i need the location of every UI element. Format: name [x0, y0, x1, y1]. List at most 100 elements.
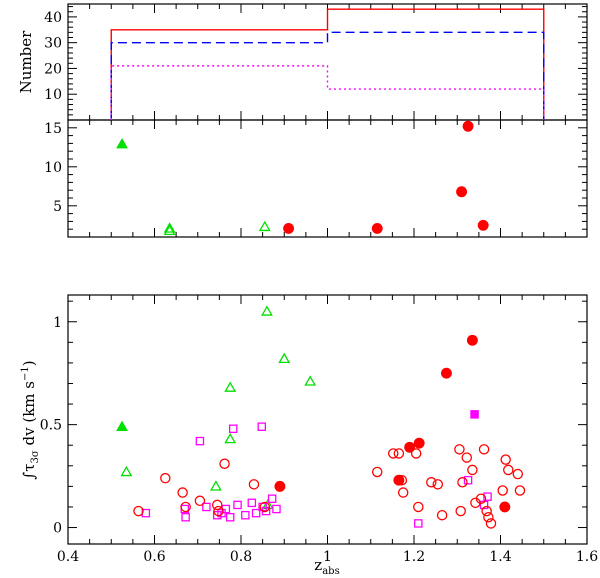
data-point-circle [426, 477, 437, 488]
histogram-series-total [110, 8, 545, 120]
data-point-circle [371, 466, 383, 478]
data-point-square [241, 510, 250, 520]
data-point-circle [478, 444, 490, 455]
data-point-circle [213, 505, 224, 517]
top-y-axis-label: Number [17, 30, 35, 93]
data-point-circle [503, 464, 514, 476]
data-point-square [479, 500, 489, 510]
data-point-circle [477, 219, 489, 231]
y-tick-label: 1 [53, 315, 62, 331]
data-point-square [470, 410, 479, 419]
data-point-circle [133, 505, 144, 517]
data-point-circle [483, 511, 494, 523]
data-point-circle [485, 518, 497, 529]
y-tick-label: 15 [44, 121, 62, 137]
data-point-triangle [209, 480, 222, 491]
data-point-circle [462, 120, 474, 132]
data-point-circle [393, 474, 405, 486]
x-tick-label: 0.6 [143, 549, 165, 565]
y-label-integral: ∫τ [20, 463, 38, 479]
ticks-layer [67, 4, 588, 544]
data-point-triangle [120, 465, 133, 477]
data-point-circle [500, 454, 511, 465]
histogram-layer [110, 8, 545, 120]
data-point-triangle [224, 432, 237, 444]
y-tick-label: 20 [44, 61, 62, 77]
data-point-circle [283, 222, 295, 234]
data-point-triangle [261, 498, 274, 510]
data-point-circle [387, 448, 399, 459]
data-point-circle [219, 458, 230, 469]
x-axis-label: zabs [314, 556, 339, 577]
bottom-points-layer [116, 305, 526, 529]
data-point-circle [514, 485, 526, 496]
data-point-circle [497, 485, 508, 496]
x-tick-label: 1.4 [489, 549, 511, 565]
y-tick-label: 10 [44, 87, 62, 103]
data-point-circle [454, 444, 465, 455]
data-point-circle [461, 452, 473, 463]
data-point-triangle [163, 222, 176, 233]
y-tick-label: 0.5 [40, 418, 62, 434]
y-tick-label: 40 [44, 10, 62, 26]
data-point-square [267, 494, 277, 503]
y-tick-label: 30 [44, 36, 62, 52]
tick-labels-layer: 10 20 30 40 5 10 15 0 0.5 1 0.4 0.6 0.8 1 1.2 1.4 1.6 [40, 10, 598, 565]
data-point-circle [410, 448, 422, 459]
data-point-triangle [304, 375, 317, 386]
data-point-circle [371, 222, 383, 234]
data-point-circle [177, 487, 188, 498]
data-point-square [225, 512, 235, 522]
data-point-circle [440, 367, 452, 379]
data-point-triangle [116, 138, 128, 149]
data-point-square [483, 492, 492, 501]
data-point-circle [512, 468, 524, 480]
middle-points-layer [116, 120, 489, 236]
data-point-triangle [116, 420, 128, 431]
data-point-circle [393, 448, 405, 459]
middle-panel-frame [67, 119, 588, 238]
data-point-square [202, 502, 211, 512]
data-point-square [251, 508, 261, 518]
data-point-circle [404, 441, 416, 453]
data-point-circle [481, 505, 492, 517]
y-label-rest: dv (km s [20, 381, 38, 450]
histogram-series-dotted [110, 65, 545, 120]
data-point-circle [466, 334, 478, 346]
x-tick-label: 1.6 [576, 549, 598, 565]
data-point-circle [457, 477, 468, 488]
data-point-circle [432, 479, 444, 490]
y-label-sub: 3σ [30, 450, 41, 463]
data-point-square [181, 512, 190, 522]
x-tick-label: 1.2 [403, 549, 425, 565]
data-point-circle [475, 493, 487, 504]
y-tick-label: 10 [44, 160, 62, 176]
y-label-sup: −1 [20, 366, 31, 381]
data-point-square [228, 424, 238, 434]
data-point-square [247, 498, 257, 508]
data-point-square [272, 504, 281, 514]
x-label-sub: abs [322, 566, 340, 577]
data-point-square [257, 422, 267, 431]
data-point-circle [455, 505, 466, 517]
x-tick-label: 1 [323, 549, 332, 565]
data-point-square [463, 475, 473, 485]
data-point-circle [436, 509, 448, 521]
data-point-circle [467, 464, 478, 476]
data-point-square [233, 500, 242, 510]
data-point-triangle [278, 352, 291, 364]
data-point-circle [259, 501, 271, 513]
x-tick-label: 0.8 [230, 549, 252, 565]
data-point-circle [274, 480, 286, 492]
data-point-circle [456, 186, 468, 198]
y-tick-label: 5 [53, 199, 62, 215]
data-point-circle [194, 495, 206, 507]
data-point-circle [180, 501, 191, 513]
bottom-y-axis-label: ∫τ3σ dv (km s−1) [20, 360, 41, 479]
data-point-square [414, 519, 423, 528]
data-point-square [195, 436, 205, 446]
data-point-circle [397, 487, 409, 498]
data-point-triangle [224, 381, 237, 392]
x-tick-label: 0.4 [57, 549, 79, 565]
